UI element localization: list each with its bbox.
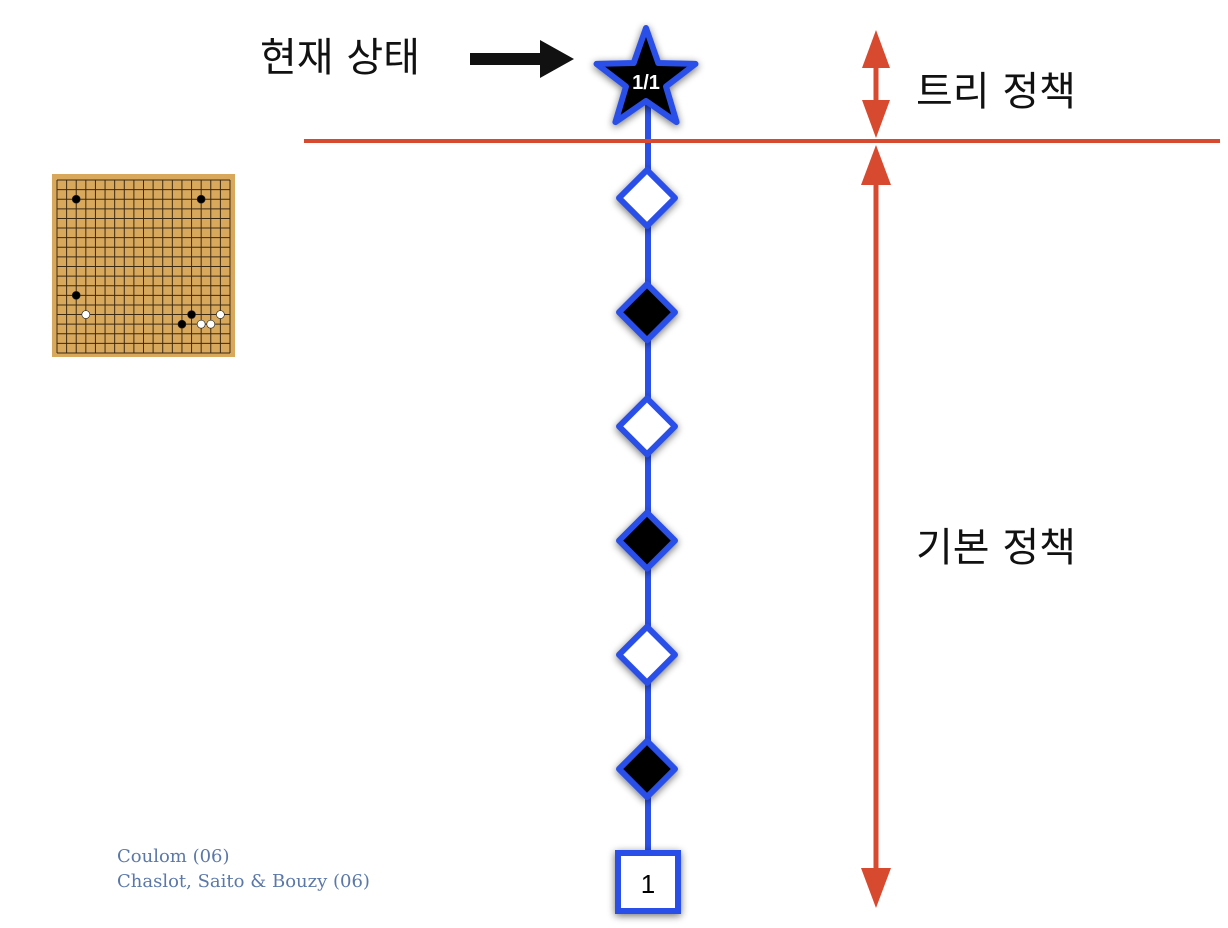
black-move-node — [616, 509, 678, 572]
white-stone — [81, 310, 91, 319]
current-state-arrow — [470, 40, 574, 78]
citation-coulom: Coulom (06) — [117, 846, 230, 867]
root-node-label: 1/1 — [632, 72, 660, 94]
tree-policy-label: 트리 정책 — [916, 69, 1076, 115]
default-policy-arrow — [861, 145, 891, 908]
white-move-node — [616, 395, 678, 458]
black-stone — [71, 291, 81, 300]
tree-policy-arrow — [862, 30, 890, 138]
root-node-star: 1/1 — [593, 25, 699, 126]
current-state-label: 현재 상태 — [260, 35, 420, 81]
default-policy-label: 기본 정책 — [916, 525, 1076, 571]
black-stone — [71, 194, 81, 204]
black-stone — [196, 194, 206, 204]
terminal-node: 1 — [615, 850, 681, 914]
terminal-node-label: 1 — [641, 869, 655, 899]
citation-chaslot: Chaslot, Saito & Bouzy (06) — [117, 871, 370, 892]
white-move-node — [616, 623, 678, 686]
white-move-node — [616, 167, 678, 229]
black-stone — [187, 310, 196, 319]
white-stone — [216, 310, 225, 319]
black-move-node — [616, 738, 678, 800]
black-move-node — [616, 281, 678, 344]
path-nodes — [616, 167, 678, 800]
go-board — [52, 174, 235, 357]
black-stone — [177, 319, 187, 329]
white-stone — [196, 319, 206, 329]
white-stone — [206, 319, 216, 329]
